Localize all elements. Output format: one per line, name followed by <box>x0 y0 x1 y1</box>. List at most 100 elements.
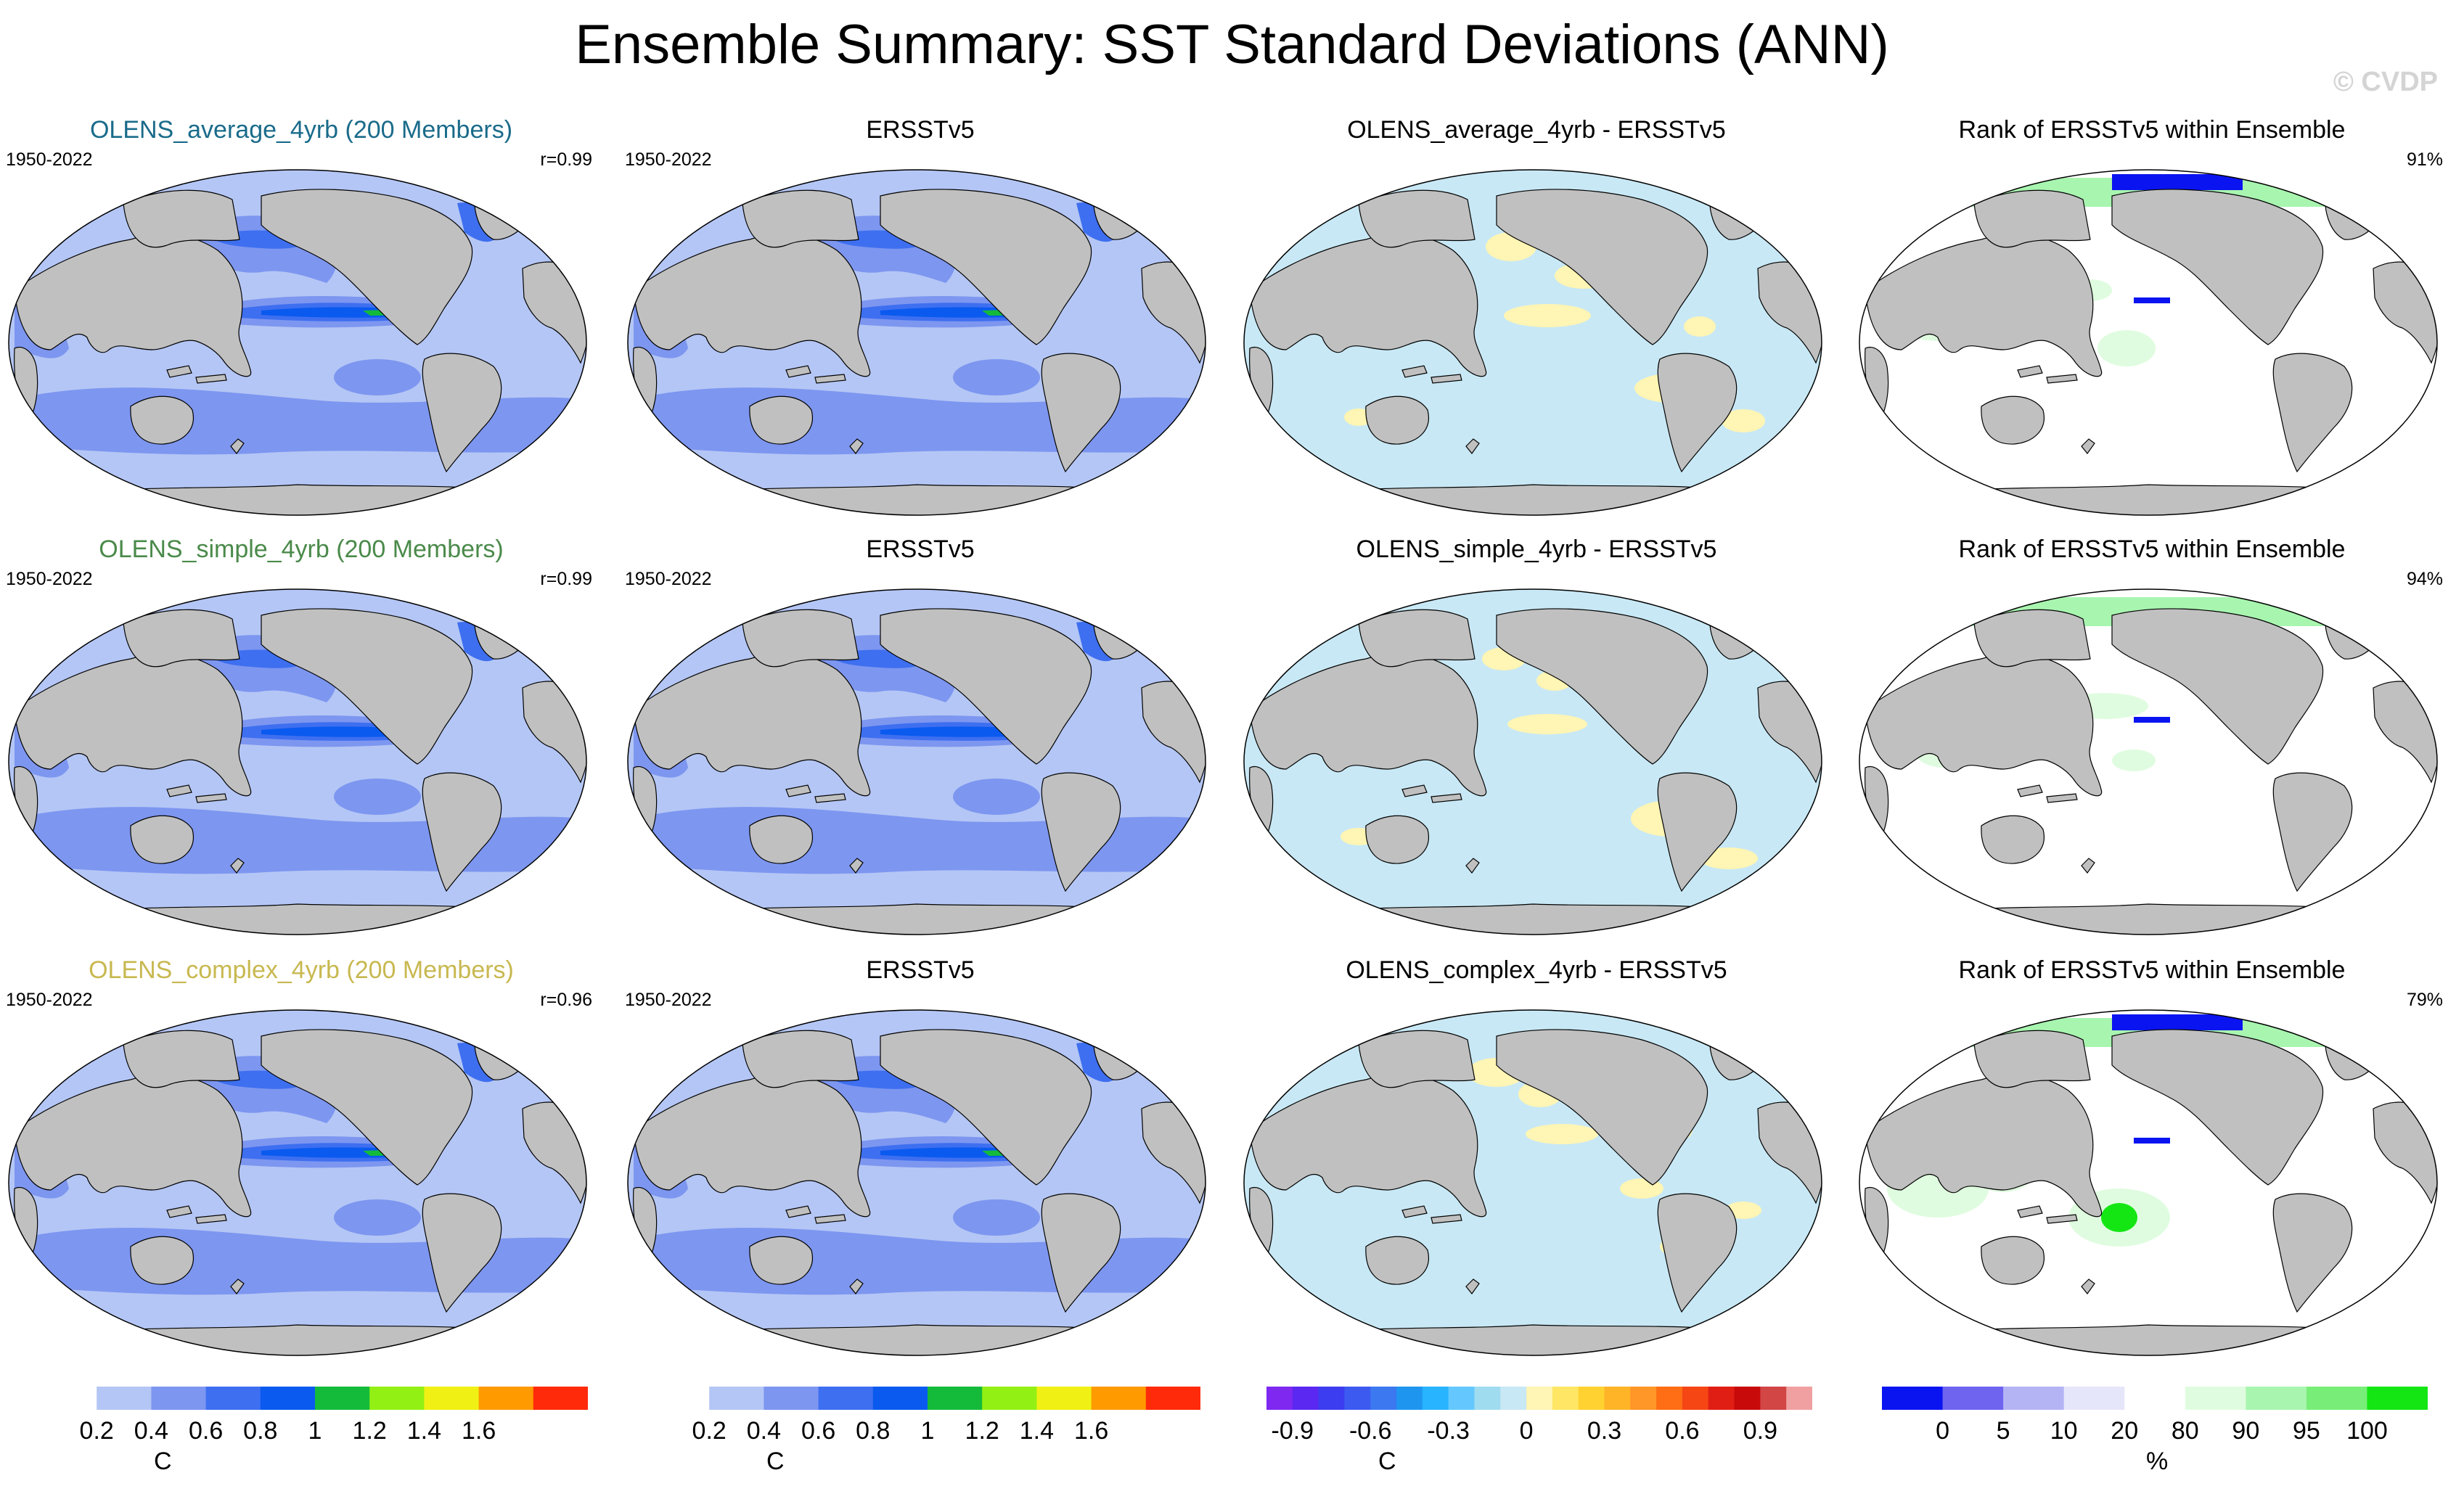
land-samerica <box>1657 353 1738 473</box>
colorbar-tick-label: 0.6 <box>188 1417 224 1445</box>
land-namerica <box>1496 608 1708 765</box>
colorbar-tick-label: 1.4 <box>1019 1417 1055 1445</box>
rank-top-region <box>2101 1203 2137 1232</box>
colorbar-unit: % <box>2146 1448 2169 1475</box>
years-label: 1950-2022 <box>625 569 712 589</box>
land-antarctic <box>1915 903 2381 935</box>
map-border <box>1859 588 2438 935</box>
land-namerica <box>2111 1029 2324 1186</box>
colorbar-swatch <box>1786 1387 1813 1410</box>
land-europeTop <box>1358 189 1475 248</box>
panel-title: Rank of ERSSTv5 within Ensemble <box>1958 116 2346 144</box>
colorbar-tick-label: -0.6 <box>1348 1417 1392 1445</box>
land-australia <box>1981 1236 2045 1285</box>
years-label: 1950-2022 <box>625 149 712 170</box>
colorbar-tick-label: 90 <box>2232 1417 2260 1445</box>
colorbar-swatch <box>1344 1387 1371 1410</box>
land-nz <box>2081 858 2095 874</box>
years-label: 1950-2022 <box>6 569 93 589</box>
land-africa <box>14 1186 38 1270</box>
colorbar-swatch <box>1474 1387 1501 1410</box>
colorbar-swatch <box>151 1387 207 1410</box>
land-indonesia2 <box>814 1214 846 1224</box>
world-map <box>8 1009 587 1356</box>
panel-stat: 91% <box>2406 149 2443 170</box>
panel-stat: 79% <box>2406 990 2443 1010</box>
colorbar-swatch <box>872 1387 928 1410</box>
land-indonesia2 <box>195 793 227 803</box>
land-indonesia2 <box>814 793 846 803</box>
map-border <box>627 1009 1206 1356</box>
land-samerica <box>1657 772 1738 892</box>
map-border <box>8 169 587 516</box>
colorbar-swatch <box>1318 1387 1345 1410</box>
colorbar-tick-label: 1 <box>920 1417 935 1445</box>
years-label: 1950-2022 <box>6 990 93 1010</box>
panel-r2-c4: Rank of ERSSTv5 within Ensemble 94% <box>1851 535 2453 949</box>
land-nz <box>230 858 245 874</box>
colorbar-swatch <box>1760 1387 1787 1410</box>
map-container <box>1235 160 1830 533</box>
land-australia <box>130 815 194 864</box>
diff-positive-region <box>1507 714 1587 734</box>
colorbar-tick-label: 1.4 <box>406 1417 442 1445</box>
diff-positive-region <box>1504 304 1591 327</box>
colorbar-tick-label: 100 <box>2346 1417 2388 1445</box>
watermark: © CVDP <box>2333 67 2438 97</box>
land-nz <box>849 1278 864 1294</box>
std-contour-0.4 <box>334 779 421 815</box>
colorbar-swatch <box>1292 1387 1319 1410</box>
land-africa <box>1865 765 1889 849</box>
colorbar-swatch <box>1708 1387 1735 1410</box>
std-contour-0.4 <box>953 1199 1040 1236</box>
rank-high-region <box>2112 750 2156 771</box>
land-africa <box>1865 1186 1889 1270</box>
map-container <box>619 579 1214 953</box>
land-indonesia1 <box>1401 365 1428 378</box>
colorbar-tick-label: 0.8 <box>856 1417 891 1445</box>
land-nz <box>1465 438 1480 454</box>
colorbar-swatch <box>655 1387 710 1410</box>
land-indonesia2 <box>1430 1214 1462 1224</box>
land-africa <box>633 1186 658 1270</box>
land-europeTop <box>123 609 240 668</box>
colorbar-rank <box>1882 1387 2428 1410</box>
colorbar-swatch <box>1882 1387 1944 1410</box>
land-australia <box>130 395 194 445</box>
colorbar-tick-label: 5 <box>1996 1417 2010 1445</box>
colorbar-std1 <box>42 1387 589 1410</box>
land-australia <box>1981 395 2045 445</box>
land-europeTop <box>1973 189 2091 248</box>
map-container <box>1235 1000 1830 1374</box>
land-europeTop <box>1358 1030 1475 1088</box>
land-indonesia1 <box>2017 784 2043 797</box>
panel-title: OLENS_average_4yrb (200 Members) <box>89 116 513 144</box>
land-europeTop <box>1973 609 2091 668</box>
land-samerica <box>1041 353 1121 473</box>
map-border <box>8 588 587 935</box>
colorbar-std2 <box>655 1387 1201 1410</box>
land-indonesia1 <box>785 1205 811 1218</box>
colorbar-tick-label: 0.3 <box>1587 1417 1622 1445</box>
land-antarctic <box>1300 1324 1766 1355</box>
colorbar-swatch <box>1500 1387 1527 1410</box>
land-namerica <box>880 608 1092 765</box>
colorbar-tick-label: 80 <box>2171 1417 2199 1445</box>
land-africa <box>1249 1186 1274 1270</box>
panel-title: Rank of ERSSTv5 within Ensemble <box>1958 956 2346 984</box>
land-indonesia1 <box>785 784 811 797</box>
land-australia <box>1981 815 2045 864</box>
land-antarctic <box>65 484 531 515</box>
land-namerica <box>1496 1029 1708 1186</box>
land-antarctic <box>65 1324 531 1355</box>
land-antarctic <box>684 484 1150 515</box>
map-border <box>1243 1009 1822 1356</box>
land-antarctic <box>1915 1324 2381 1355</box>
land-nz <box>1465 1278 1480 1294</box>
std-contour-0.4 <box>953 359 1040 395</box>
world-map <box>1859 169 2438 516</box>
world-map <box>1243 169 1822 516</box>
land-samerica <box>2272 1193 2353 1313</box>
colorbar-tick-label: 1 <box>308 1417 322 1445</box>
colorbar-swatch <box>533 1387 589 1410</box>
